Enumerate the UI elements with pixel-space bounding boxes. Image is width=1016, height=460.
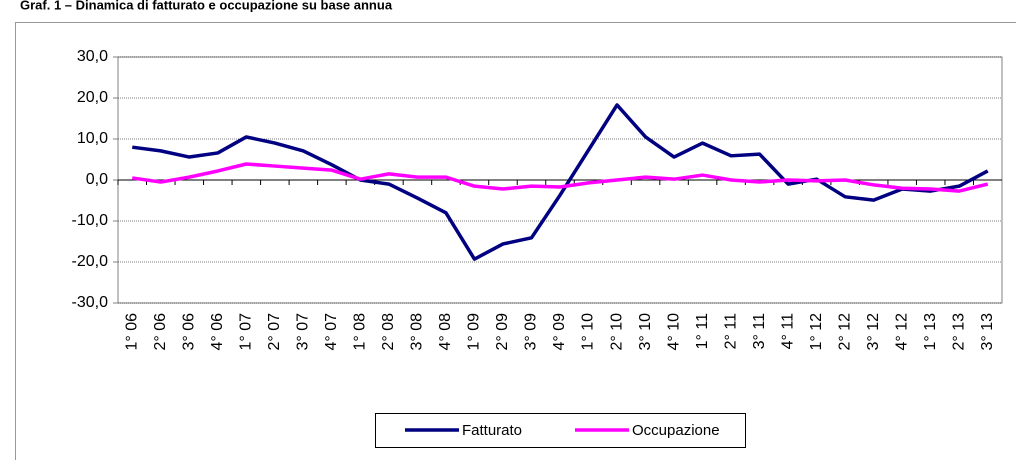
- x-tick-label: 2° 12: [836, 313, 853, 351]
- x-tick-label: 3° 09: [523, 313, 540, 351]
- y-tick-label: 30,0: [77, 48, 108, 65]
- x-tick-label: 3° 11: [751, 313, 768, 349]
- x-tick-label: 1° 10: [580, 313, 597, 351]
- series-line: [132, 103, 989, 261]
- x-tick-label: 2° 11: [722, 313, 739, 349]
- y-tick-label: -30,0: [72, 294, 109, 311]
- x-tick-label: 4° 06: [209, 313, 226, 351]
- x-tick-label: 3° 07: [295, 313, 312, 351]
- y-tick-label: 0,0: [86, 171, 108, 188]
- x-tick-label: 2° 08: [380, 313, 397, 351]
- x-tick-label: 4° 10: [665, 313, 682, 351]
- x-tick-label: 1° 07: [238, 313, 255, 351]
- x-tick-label: 2° 06: [152, 313, 169, 351]
- x-tick-label: 1° 11: [694, 313, 711, 349]
- x-tick-label: 4° 08: [437, 313, 454, 351]
- x-tick-label: 2° 07: [266, 313, 283, 351]
- legend-label: Occupazione: [632, 422, 720, 439]
- x-tick-label: 1° 12: [808, 313, 825, 351]
- legend-label: Fatturato: [462, 422, 522, 439]
- x-tick-label: 2° 13: [950, 313, 967, 351]
- chart-title: Graf. 1 – Dinamica di fatturato e occupa…: [20, 0, 393, 12]
- x-tick-label: 4° 11: [779, 313, 796, 349]
- x-tick-label: 4° 12: [893, 313, 910, 351]
- x-tick-label: 3° 13: [979, 313, 996, 351]
- series-line: [132, 162, 989, 193]
- x-tick-label: 3° 08: [409, 313, 426, 351]
- x-tick-label: 2° 10: [608, 313, 625, 351]
- x-tick-label: 1° 13: [922, 313, 939, 351]
- y-tick-label: -20,0: [72, 253, 109, 270]
- x-tick-label: 1° 06: [123, 313, 140, 351]
- x-tick-label: 2° 09: [494, 313, 511, 351]
- x-tick-label: 1° 09: [466, 313, 483, 351]
- x-tick-label: 3° 06: [181, 313, 198, 351]
- x-tick-label: 4° 09: [551, 313, 568, 351]
- x-tick-label: 3° 12: [865, 313, 882, 351]
- x-tick-label: 1° 08: [352, 313, 369, 351]
- y-tick-label: 20,0: [77, 89, 108, 106]
- x-tick-label: 3° 10: [637, 313, 654, 351]
- y-tick-label: -10,0: [72, 212, 109, 229]
- x-tick-label: 4° 07: [323, 313, 340, 351]
- y-tick-label: 10,0: [77, 130, 108, 147]
